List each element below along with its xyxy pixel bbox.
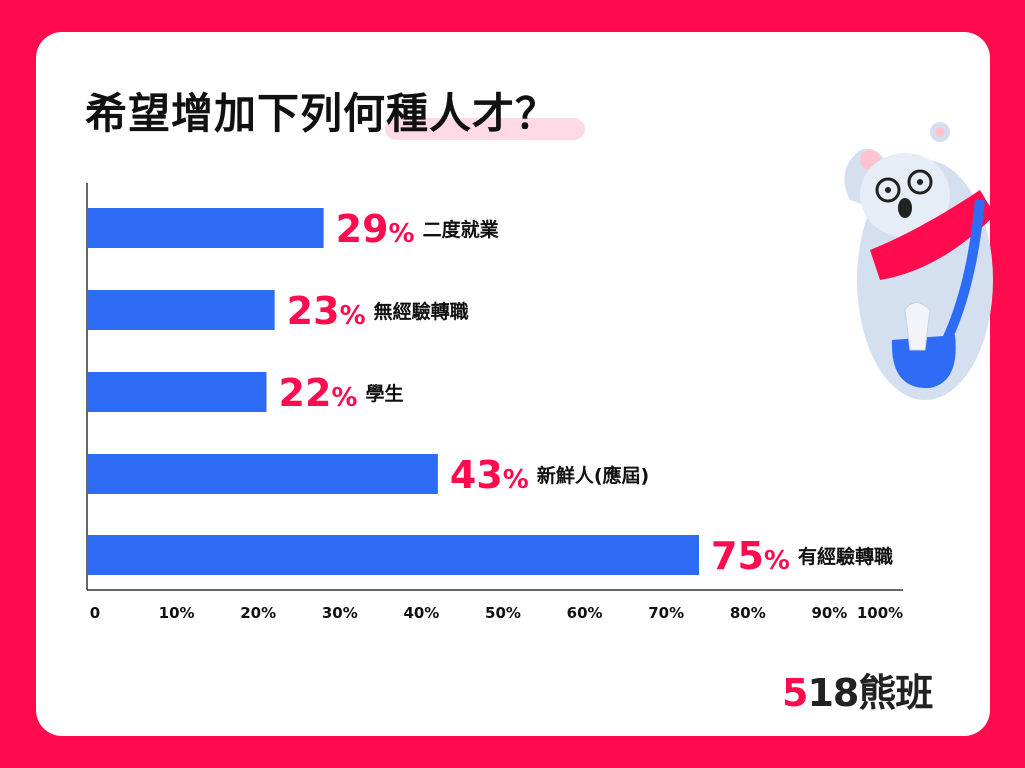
bar-category-label: 無經驗轉職 — [374, 300, 469, 323]
x-tick-label: 90% — [811, 604, 847, 622]
x-tick-label: 40% — [403, 604, 439, 622]
x-tick-label: 10% — [159, 604, 195, 622]
bar-category-label: 有經驗轉職 — [798, 545, 893, 568]
bar-category-label: 新鮮人(應屆) — [537, 464, 649, 487]
bar-category-label: 學生 — [365, 382, 403, 405]
bar — [87, 535, 699, 575]
x-tick-label: 60% — [567, 604, 603, 622]
x-tick-label: 0 — [90, 604, 100, 622]
bar-value-label: 22% — [279, 371, 358, 415]
bar — [87, 290, 275, 330]
x-tick-label: 50% — [485, 604, 521, 622]
x-tick-label: 80% — [730, 604, 766, 622]
bar-value-label: 23% — [287, 289, 366, 333]
bar-value-label: 43% — [450, 453, 529, 497]
bear-mascot-illustration — [844, 122, 995, 400]
chart-title: 希望增加下列何種人才？ — [85, 89, 559, 138]
x-tick-label: 30% — [322, 604, 358, 622]
bar-value-label: 29% — [336, 207, 415, 251]
bar-value-label: 75% — [711, 534, 790, 578]
bar — [87, 372, 267, 412]
bar — [87, 208, 324, 248]
bar-category-label: 二度就業 — [423, 218, 500, 241]
brand-logo: 518熊班 — [782, 662, 933, 717]
title-highlight — [385, 118, 585, 140]
logo-name: 熊班 — [858, 671, 933, 715]
bar — [87, 454, 438, 494]
logo-number: 18 — [807, 671, 859, 715]
x-tick-label: 70% — [648, 604, 684, 622]
logo-number-accent: 5 — [782, 671, 808, 715]
x-tick-label: 100% — [857, 604, 903, 622]
x-tick-label: 20% — [240, 604, 276, 622]
